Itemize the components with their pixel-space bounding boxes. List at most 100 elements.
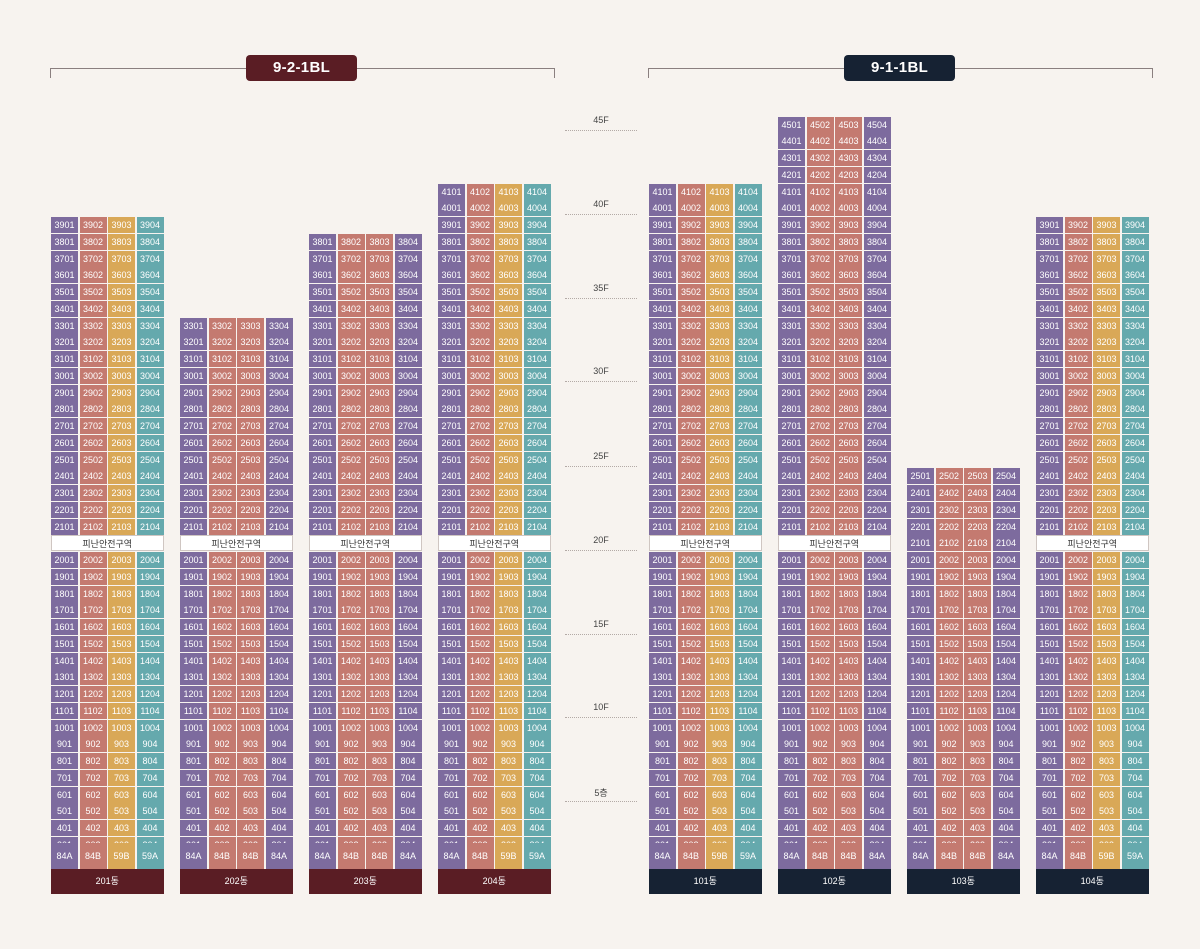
unit-cell[interactable]: 2304	[136, 485, 164, 501]
unit-cell[interactable]: 2303	[495, 485, 522, 501]
unit-cell[interactable]: 1702	[677, 602, 705, 619]
unit-cell[interactable]: 2304	[863, 485, 891, 501]
unit-cell[interactable]: 3704	[136, 250, 164, 267]
unit-cell[interactable]: 2904	[265, 384, 293, 401]
unit-cell[interactable]: 3604	[1121, 267, 1149, 284]
unit-cell[interactable]: 502	[208, 803, 236, 820]
unit-cell[interactable]: 2903	[1093, 384, 1120, 401]
unit-cell[interactable]: 2302	[1064, 485, 1092, 501]
unit-cell[interactable]: 403	[964, 820, 991, 836]
unit-cell[interactable]: 902	[935, 736, 963, 753]
unit-cell[interactable]: 4103	[835, 183, 862, 200]
unit-cell[interactable]: 2104	[992, 535, 1020, 552]
unit-cell[interactable]: 2902	[208, 384, 236, 401]
unit-cell[interactable]: 3801	[309, 233, 336, 250]
unit-cell[interactable]: 1303	[366, 669, 393, 686]
unit-cell[interactable]: 3103	[1093, 351, 1120, 367]
unit-cell[interactable]: 902	[677, 736, 705, 753]
unit-cell[interactable]: 3701	[438, 250, 465, 267]
unit-cell[interactable]: 1303	[706, 669, 733, 686]
unit-cell[interactable]: 4102	[806, 183, 834, 200]
unit-cell[interactable]: 1604	[136, 619, 164, 635]
unit-cell[interactable]: 804	[394, 753, 422, 769]
unit-cell[interactable]: 3503	[366, 284, 393, 300]
unit-cell[interactable]: 703	[964, 769, 991, 786]
unit-cell[interactable]: 3702	[337, 250, 365, 267]
unit-cell[interactable]: 1001	[438, 719, 465, 736]
unit-cell[interactable]: 1602	[208, 619, 236, 635]
unit-cell[interactable]: 1402	[208, 652, 236, 669]
unit-cell[interactable]: 1602	[466, 619, 494, 635]
unit-cell[interactable]: 2301	[649, 485, 676, 501]
unit-cell[interactable]: 2403	[964, 485, 991, 501]
unit-cell[interactable]: 901	[649, 736, 676, 753]
unit-cell[interactable]: 1502	[935, 635, 963, 652]
unit-cell[interactable]: 1103	[108, 702, 135, 719]
unit-cell[interactable]: 2703	[706, 418, 733, 434]
unit-cell[interactable]: 902	[337, 736, 365, 753]
unit-cell[interactable]: 3403	[366, 300, 393, 317]
unit-cell[interactable]: 2903	[366, 384, 393, 401]
unit-cell[interactable]: 902	[79, 736, 107, 753]
unit-cell[interactable]: 2402	[466, 468, 494, 485]
unit-cell[interactable]: 1903	[237, 568, 264, 585]
unit-cell[interactable]: 2704	[523, 418, 551, 434]
unit-cell[interactable]: 3501	[1036, 284, 1063, 300]
unit-cell[interactable]: 3503	[495, 284, 522, 300]
unit-cell[interactable]: 3101	[51, 351, 78, 367]
unit-cell[interactable]: 2202	[677, 501, 705, 518]
unit-cell[interactable]: 2903	[706, 384, 733, 401]
unit-cell[interactable]: 1302	[1064, 669, 1092, 686]
unit-cell[interactable]: 2001	[180, 552, 207, 568]
unit-cell[interactable]: 903	[1093, 736, 1120, 753]
unit-cell[interactable]: 2902	[806, 384, 834, 401]
unit-cell[interactable]: 1503	[1093, 635, 1120, 652]
unit-cell[interactable]: 2101	[778, 518, 805, 535]
unit-cell[interactable]: 501	[51, 803, 78, 820]
unit-cell[interactable]: 2501	[907, 468, 934, 485]
unit-cell[interactable]: 1203	[237, 686, 264, 702]
unit-cell[interactable]: 3504	[863, 284, 891, 300]
unit-cell[interactable]: 1801	[180, 585, 207, 602]
unit-cell[interactable]: 704	[1121, 769, 1149, 786]
unit-cell[interactable]: 403	[495, 820, 522, 836]
unit-cell[interactable]: 501	[649, 803, 676, 820]
unit-cell[interactable]: 3301	[438, 317, 465, 334]
unit-cell[interactable]: 3001	[438, 367, 465, 384]
unit-cell[interactable]: 1601	[180, 619, 207, 635]
unit-cell[interactable]: 3704	[394, 250, 422, 267]
unit-cell[interactable]: 2601	[51, 434, 78, 451]
unit-cell[interactable]: 702	[677, 769, 705, 786]
unit-cell[interactable]: 404	[992, 820, 1020, 836]
unit-cell[interactable]: 1001	[309, 719, 336, 736]
unit-cell[interactable]: 1902	[79, 568, 107, 585]
unit-cell[interactable]: 2504	[523, 451, 551, 468]
unit-cell[interactable]: 1401	[51, 652, 78, 669]
unit-cell[interactable]: 2504	[863, 451, 891, 468]
unit-cell[interactable]: 3202	[208, 334, 236, 351]
unit-cell[interactable]: 702	[935, 769, 963, 786]
unit-cell[interactable]: 1601	[907, 619, 934, 635]
unit-cell[interactable]: 3401	[51, 300, 78, 317]
unit-cell[interactable]: 3701	[778, 250, 805, 267]
unit-cell[interactable]: 3001	[180, 367, 207, 384]
unit-cell[interactable]: 2102	[1064, 518, 1092, 535]
unit-cell[interactable]: 801	[1036, 753, 1063, 769]
unit-cell[interactable]: 1001	[180, 719, 207, 736]
unit-cell[interactable]: 3402	[79, 300, 107, 317]
unit-cell[interactable]: 3201	[180, 334, 207, 351]
unit-cell[interactable]: 2504	[136, 451, 164, 468]
unit-cell[interactable]: 402	[466, 820, 494, 836]
unit-cell[interactable]: 2604	[523, 434, 551, 451]
unit-cell[interactable]: 2103	[706, 518, 733, 535]
unit-cell[interactable]: 3903	[835, 217, 862, 233]
unit-cell[interactable]: 3402	[337, 300, 365, 317]
unit-cell[interactable]: 502	[337, 803, 365, 820]
unit-cell[interactable]: 1904	[265, 568, 293, 585]
unit-cell[interactable]: 3202	[1064, 334, 1092, 351]
unit-cell[interactable]: 2702	[337, 418, 365, 434]
unit-cell[interactable]: 3602	[466, 267, 494, 284]
unit-cell[interactable]: 503	[835, 803, 862, 820]
unit-cell[interactable]: 2701	[180, 418, 207, 434]
unit-cell[interactable]: 2801	[778, 401, 805, 418]
